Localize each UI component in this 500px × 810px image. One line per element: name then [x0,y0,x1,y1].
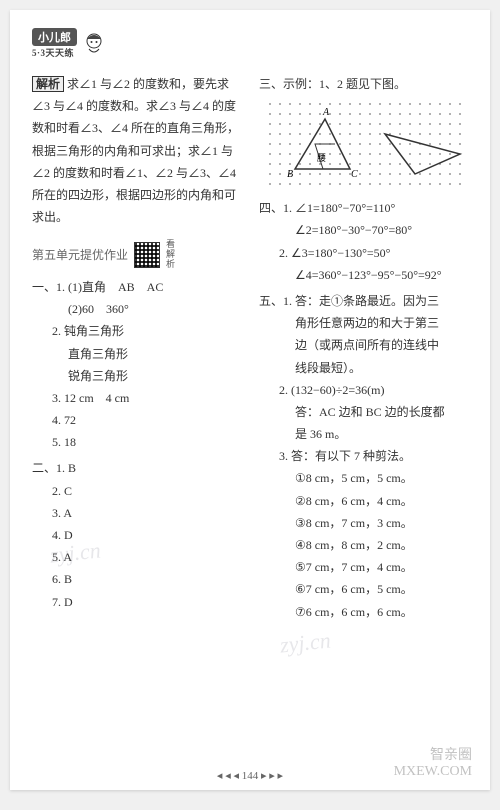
right-column: 三、示例：1、2 题见下图。 A B C 腰 四、1. ∠1=180°−70°=… [259,73,468,623]
subtitle-label: 5·3天天练 [32,46,74,59]
q5-2a: 2. (132−60)÷2=36(m) [259,379,468,401]
brand-label: 小儿郎 [32,28,77,46]
left-column: 解析 求∠1 与∠2 的度数和，要先求∠3 与∠4 的度数和。求∠3 与∠4 的… [32,73,241,623]
page-num-value: 144 [242,770,259,782]
q2-5: 5. A [32,546,241,568]
question-4: 四、1. ∠1=180°−70°=110° ∠2=180°−30°−70°=80… [259,197,468,286]
q4-2a: 2. ∠3=180°−130°=50° [259,242,468,264]
q5-2b: 答：AC 边和 BC 边的长度都 [259,401,468,423]
page-deco-left: ◂ ◂ ◂ [217,770,239,782]
question-2: 二、1. B 2. C 3. A 4. D 5. A 6. B 7. D [32,457,241,612]
q4-2b: ∠4=360°−123°−95°−50°=92° [259,264,468,286]
q1-2c: 锐角三角形 [32,365,241,387]
q4-1b: ∠2=180°−30°−70°=80° [259,219,468,241]
watermark-2: zyj.cn [279,627,332,658]
q4-1a: 四、1. ∠1=180°−70°=110° [259,197,468,219]
q1-2a: 2. 钝角三角形 [32,320,241,342]
analysis-block: 解析 求∠1 与∠2 的度数和，要先求∠3 与∠4 的度数和。求∠3 与∠4 的… [32,73,241,228]
q2-4: 4. D [32,524,241,546]
q2-3: 3. A [32,502,241,524]
q5-1d: 线段最短）。 [259,357,468,379]
page-deco-right: ▸ ▸ ▸ [261,770,283,782]
question-1: 一、1. (1)直角 AB AC (2)60 360° 2. 钝角三角形 直角三… [32,276,241,454]
section-title-row: 第五单元提优作业 看解析 [32,240,241,270]
qr-code-icon [134,242,160,268]
label-b: B [287,169,293,180]
logo-box: 小儿郎 5·3天天练 [32,28,77,59]
q1-2b: 直角三角形 [32,343,241,365]
q5-3-1: ①8 cm，5 cm，5 cm。 [259,467,468,489]
qr-label: 看解析 [166,240,178,270]
q5-1c: 边（或两点间所有的连线中 [259,334,468,356]
analysis-label: 解析 [32,76,64,92]
page-number: ◂ ◂ ◂ 144 ▸ ▸ ▸ [10,769,490,782]
q5-3-4: ④8 cm，8 cm，2 cm。 [259,534,468,556]
q5-1b: 角形任意两边的和大于第三 [259,312,468,334]
triangle-2 [385,134,460,174]
q5-3-6: ⑥7 cm，6 cm，5 cm。 [259,578,468,600]
watermark-3a: 智亲圈 [430,744,472,764]
page: 小儿郎 5·3天天练 解析 求∠1 与∠2 的度数和，要先求∠3 与∠4 的度数… [10,10,490,790]
q3-title: 三、示例：1、2 题见下图。 [259,73,468,95]
q1-1b: (2)60 360° [32,298,241,320]
mascot-icon [83,31,105,57]
q2-2: 2. C [32,480,241,502]
header: 小儿郎 5·3天天练 [32,28,468,59]
q1-5: 5. 18 [32,431,241,453]
label-c: C [351,169,358,180]
triangle-svg: A B C 腰 [265,99,465,189]
analysis-text: 求∠1 与∠2 的度数和，要先求∠3 与∠4 的度数和。求∠3 与∠4 的度数和… [32,77,239,224]
q2-6: 6. B [32,568,241,590]
q5-1a: 五、1. 答：走①条路最近。因为三 [259,290,468,312]
section-title: 第五单元提优作业 [32,244,128,266]
content-columns: 解析 求∠1 与∠2 的度数和，要先求∠3 与∠4 的度数和。求∠3 与∠4 的… [32,73,468,623]
q1-1a: 一、1. (1)直角 AB AC [32,276,241,298]
triangle-diagram: A B C 腰 [265,99,465,189]
label-yao: 腰 [317,153,326,163]
q2-7: 7. D [32,591,241,613]
q5-3-3: ③8 cm，7 cm，3 cm。 [259,512,468,534]
q1-4: 4. 72 [32,409,241,431]
q5-3-5: ⑤7 cm，7 cm，4 cm。 [259,556,468,578]
q5-3-7: ⑦6 cm，6 cm，6 cm。 [259,601,468,623]
label-a: A [322,107,330,118]
question-5: 五、1. 答：走①条路最近。因为三 角形任意两边的和大于第三 边（或两点间所有的… [259,290,468,623]
q5-3a: 3. 答：有以下 7 种剪法。 [259,445,468,467]
q1-3: 3. 12 cm 4 cm [32,387,241,409]
q2-1: 二、1. B [32,457,241,479]
q5-3-2: ②8 cm，6 cm，4 cm。 [259,490,468,512]
q5-2c: 是 36 m。 [259,423,468,445]
